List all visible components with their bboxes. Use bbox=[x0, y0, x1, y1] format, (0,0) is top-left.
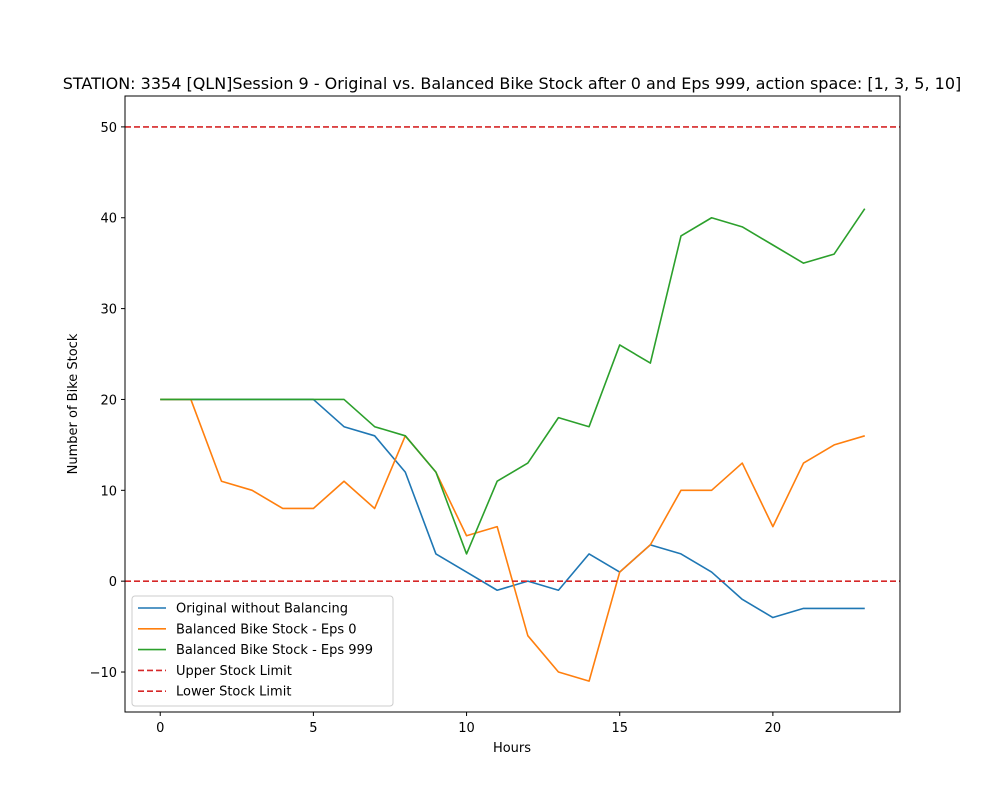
x-axis-label: Hours bbox=[493, 741, 531, 756]
plot-lines bbox=[125, 126, 900, 682]
y-tick-label: −10 bbox=[90, 666, 117, 681]
legend-label: Balanced Bike Stock - Eps 999 bbox=[176, 643, 373, 658]
y-axis: −10 0 10 20 30 40 50 bbox=[90, 121, 125, 681]
plot-area bbox=[124, 95, 901, 713]
x-tick-label: 0 bbox=[156, 721, 164, 736]
x-tick-label: 20 bbox=[765, 721, 782, 736]
y-tick-label: 40 bbox=[100, 212, 117, 227]
x-tick-label: 5 bbox=[309, 721, 317, 736]
chart-title: STATION: 3354 [QLN]Session 9 - Original … bbox=[63, 74, 962, 93]
x-tick-label: 10 bbox=[458, 721, 475, 736]
legend-label: Lower Stock Limit bbox=[176, 685, 291, 700]
y-tick-label: 0 bbox=[109, 575, 117, 590]
legend-label: Original without Balancing bbox=[176, 602, 348, 617]
series-line-1 bbox=[160, 398, 865, 619]
x-tick-label: 15 bbox=[611, 721, 628, 736]
y-axis-label: Number of Bike Stock bbox=[66, 333, 81, 474]
legend-box bbox=[131, 595, 394, 707]
y-tick-label: 20 bbox=[100, 393, 117, 408]
y-tick-label: 30 bbox=[100, 303, 117, 318]
x-axis: 0 5 10 15 20 bbox=[156, 712, 781, 736]
series-line-3 bbox=[160, 208, 866, 555]
y-tick-label: 50 bbox=[100, 121, 117, 136]
legend: Original without Balancing Balanced Bike … bbox=[131, 595, 394, 707]
legend-label: Balanced Bike Stock - Eps 0 bbox=[176, 622, 357, 637]
legend-label: Upper Stock Limit bbox=[176, 664, 292, 679]
y-tick-label: 10 bbox=[100, 484, 117, 499]
